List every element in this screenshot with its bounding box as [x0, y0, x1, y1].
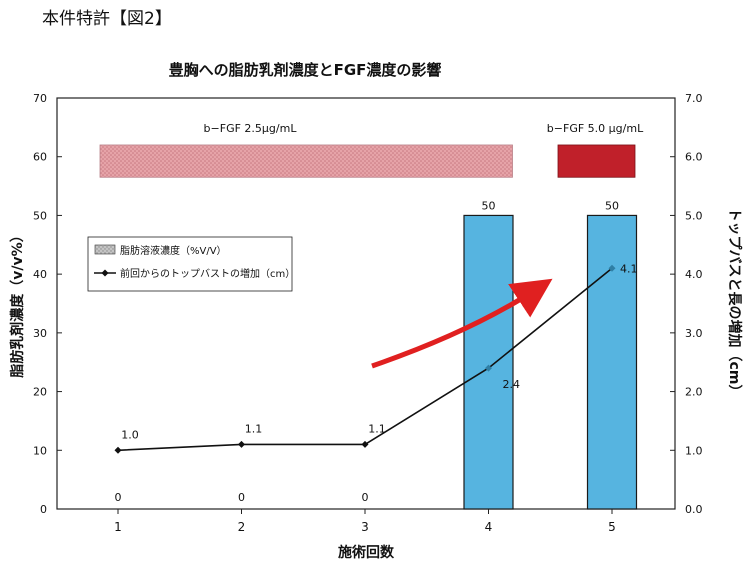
y-left-tick-label: 30	[33, 327, 47, 340]
line-value-label: 2.4	[503, 378, 521, 391]
x-tick-label: 3	[361, 520, 369, 534]
line-value-label: 1.0	[121, 428, 139, 441]
line-point	[114, 446, 122, 454]
legend-box	[87, 236, 293, 292]
y-axis-right-title: トップバスと長の増加（cm）	[726, 208, 743, 399]
line-point	[608, 264, 616, 272]
line-value-label: 1.1	[245, 422, 263, 435]
y-right-tick-label: 7.0	[685, 92, 703, 105]
x-tick-label: 1	[114, 520, 122, 534]
x-tick-label: 4	[485, 520, 493, 534]
plot-area	[56, 97, 676, 510]
y-left-tick-label: 40	[33, 268, 47, 281]
line-series	[117, 267, 613, 452]
bar-value-label: 50	[482, 199, 496, 212]
legend-bar-label: 脂肪溶液濃度（%V/V）	[120, 244, 227, 257]
line-value-label: 1.1	[368, 422, 386, 435]
y-left-tick-label: 0	[40, 503, 47, 516]
y-right-tick-label: 3.0	[685, 327, 703, 340]
x-axis-title: 施術回数	[338, 544, 395, 561]
trend-arrow	[371, 278, 553, 369]
fgf-band-label: b−FGF 5.0 μg/mL	[547, 122, 644, 135]
line-point	[485, 364, 492, 372]
line-point	[238, 440, 245, 448]
legend-line-label: 前回からのトップバストの増加（cm）	[120, 267, 295, 280]
bar-value-label: 0	[115, 491, 122, 504]
y-right-tick-label: 2.0	[685, 386, 703, 399]
y-axis-left-title: 脂肪乳剤濃度（v/v%）	[9, 228, 26, 378]
figure-label: 本件特許【図2】	[42, 9, 172, 29]
line-point	[361, 440, 369, 448]
y-right-tick-label: 4.0	[685, 268, 703, 281]
x-tick-label: 2	[238, 520, 246, 534]
line-value-label: 4.1	[620, 262, 638, 275]
legend: 脂肪溶液濃度（%V/V） 前回からのトップバストの増加（cm）	[87, 236, 295, 292]
y-left-tick-label: 60	[33, 151, 47, 164]
fgf-band-label: b−FGF 2.5μg/mL	[204, 122, 298, 135]
y-left-tick-label: 20	[33, 386, 47, 399]
legend-bar-swatch	[94, 244, 116, 255]
y-left-tick-label: 70	[33, 92, 47, 105]
chart-title: 豊胸への脂肪乳剤濃度とFGF濃度の影響	[169, 61, 442, 79]
y-right-tick-label: 6.0	[685, 151, 703, 164]
y-right-tick-label: 5.0	[685, 209, 703, 222]
legend-line-marker	[101, 269, 109, 277]
y-left-tick-label: 50	[33, 209, 47, 222]
fgf-band	[557, 144, 636, 178]
y-left-tick-label: 10	[33, 444, 47, 457]
bar-value-label: 0	[362, 491, 369, 504]
x-tick-label: 5	[608, 520, 616, 534]
bar-value-label: 50	[605, 199, 619, 212]
bar	[586, 214, 638, 510]
fgf-band	[99, 144, 513, 178]
y-right-tick-label: 0.0	[685, 503, 703, 516]
y-right-tick-label: 1.0	[685, 444, 703, 457]
bar-value-label: 0	[238, 491, 245, 504]
bar	[463, 214, 514, 510]
